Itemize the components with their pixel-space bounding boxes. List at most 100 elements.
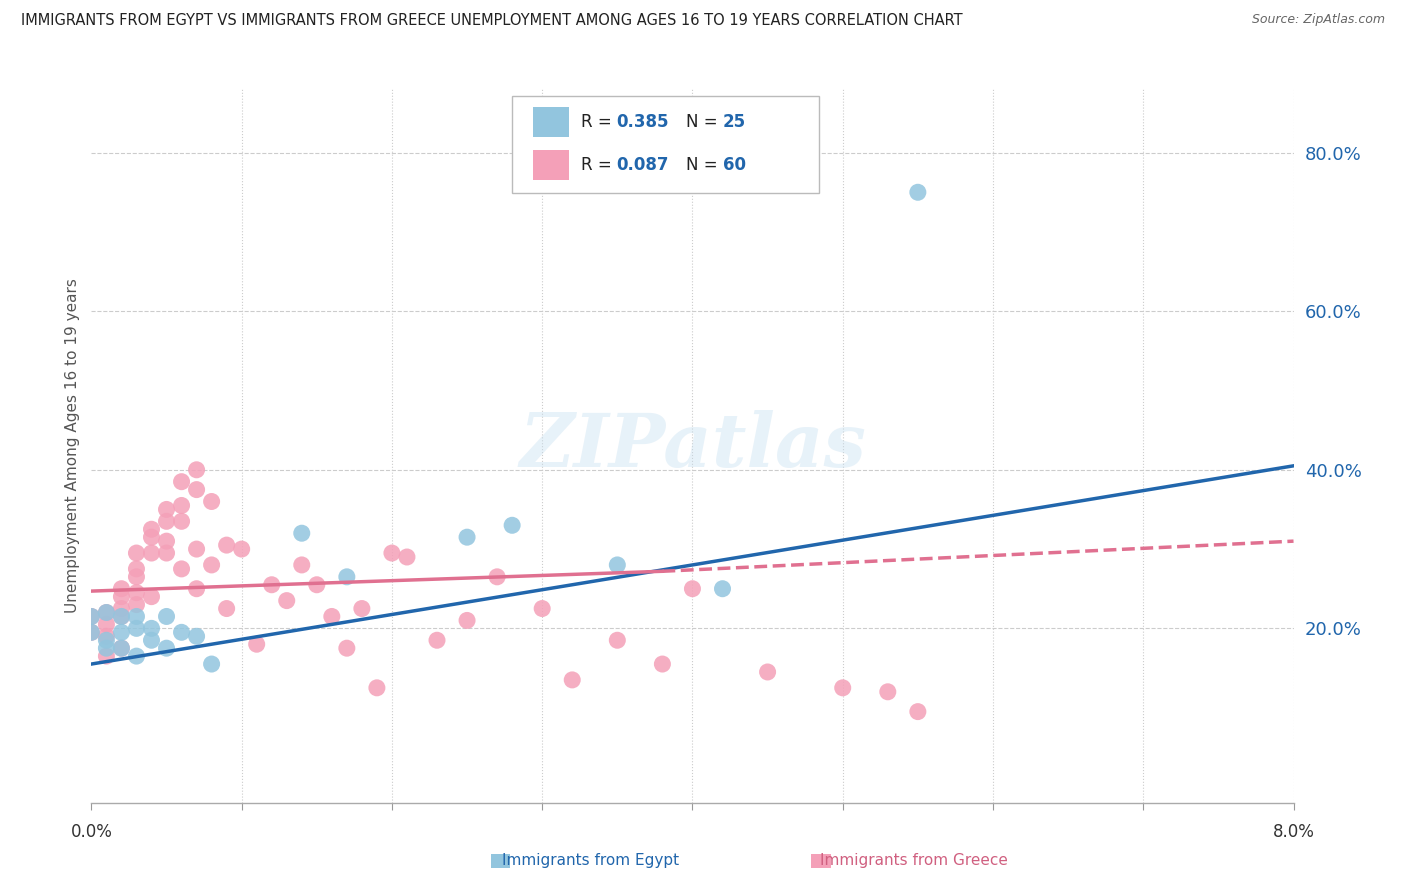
Point — [96, 649, 118, 664]
Point — [110, 641, 132, 656]
Point — [246, 637, 269, 651]
Point — [711, 582, 734, 596]
Point — [80, 609, 103, 624]
FancyBboxPatch shape — [512, 96, 818, 193]
Point — [336, 570, 359, 584]
Text: 25: 25 — [723, 113, 745, 131]
Point — [141, 530, 163, 544]
Point — [110, 609, 132, 624]
Point — [366, 681, 388, 695]
Point — [125, 598, 148, 612]
Point — [110, 582, 132, 596]
Point — [155, 609, 177, 624]
Text: N =: N = — [686, 156, 723, 174]
Point — [141, 621, 163, 635]
Point — [876, 685, 898, 699]
Point — [501, 518, 523, 533]
Point — [305, 578, 328, 592]
Point — [381, 546, 404, 560]
Point — [96, 606, 118, 620]
Point — [110, 590, 132, 604]
Point — [170, 514, 193, 528]
Point — [125, 621, 148, 635]
Text: IMMIGRANTS FROM EGYPT VS IMMIGRANTS FROM GREECE UNEMPLOYMENT AMONG AGES 16 TO 19: IMMIGRANTS FROM EGYPT VS IMMIGRANTS FROM… — [21, 13, 963, 29]
Point — [291, 558, 314, 572]
Point — [831, 681, 853, 695]
Point — [125, 609, 148, 624]
Point — [125, 546, 148, 560]
Point — [170, 499, 193, 513]
Point — [907, 186, 929, 200]
Point — [141, 590, 163, 604]
Text: ZIPatlas: ZIPatlas — [519, 409, 866, 483]
Point — [186, 542, 208, 557]
Point — [186, 463, 208, 477]
Text: Immigrants from Egypt: Immigrants from Egypt — [502, 854, 679, 868]
Point — [110, 601, 132, 615]
Point — [170, 625, 193, 640]
Point — [170, 562, 193, 576]
Point — [186, 582, 208, 596]
Text: R =: R = — [581, 156, 617, 174]
Point — [215, 538, 238, 552]
Point — [155, 641, 177, 656]
Point — [125, 562, 148, 576]
Point — [141, 522, 163, 536]
Text: 0.087: 0.087 — [617, 156, 669, 174]
Point — [141, 546, 163, 560]
Point — [96, 617, 118, 632]
Point — [110, 609, 132, 624]
Point — [125, 649, 148, 664]
Point — [80, 625, 103, 640]
Point — [260, 578, 283, 592]
Text: Immigrants from Greece: Immigrants from Greece — [820, 854, 1008, 868]
Point — [201, 657, 224, 671]
Y-axis label: Unemployment Among Ages 16 to 19 years: Unemployment Among Ages 16 to 19 years — [65, 278, 80, 614]
Point — [276, 593, 298, 607]
Point — [215, 601, 238, 615]
Text: R =: R = — [581, 113, 617, 131]
Point — [155, 502, 177, 516]
Point — [80, 625, 103, 640]
Point — [350, 601, 373, 615]
Point — [186, 629, 208, 643]
Text: Source: ZipAtlas.com: Source: ZipAtlas.com — [1251, 13, 1385, 27]
Point — [651, 657, 673, 671]
Point — [96, 641, 118, 656]
Point — [96, 606, 118, 620]
Point — [336, 641, 359, 656]
Point — [96, 629, 118, 643]
Point — [291, 526, 314, 541]
Point — [681, 582, 703, 596]
Point — [426, 633, 449, 648]
Text: 0.385: 0.385 — [617, 113, 669, 131]
Point — [155, 514, 177, 528]
Point — [110, 641, 132, 656]
Point — [201, 558, 224, 572]
Point — [125, 585, 148, 599]
Point — [155, 534, 177, 549]
Point — [125, 570, 148, 584]
FancyBboxPatch shape — [533, 107, 568, 137]
Point — [141, 633, 163, 648]
Point — [486, 570, 509, 584]
Point — [321, 609, 343, 624]
FancyBboxPatch shape — [533, 150, 568, 180]
FancyBboxPatch shape — [811, 854, 831, 868]
Point — [110, 625, 132, 640]
Point — [531, 601, 554, 615]
Point — [96, 633, 118, 648]
Point — [201, 494, 224, 508]
Point — [561, 673, 583, 687]
FancyBboxPatch shape — [491, 854, 510, 868]
Point — [606, 558, 628, 572]
Text: 60: 60 — [723, 156, 745, 174]
Point — [170, 475, 193, 489]
Point — [907, 705, 929, 719]
Point — [456, 614, 478, 628]
Point — [395, 549, 418, 564]
Point — [231, 542, 253, 557]
Point — [186, 483, 208, 497]
Text: 8.0%: 8.0% — [1272, 822, 1315, 840]
Point — [756, 665, 779, 679]
